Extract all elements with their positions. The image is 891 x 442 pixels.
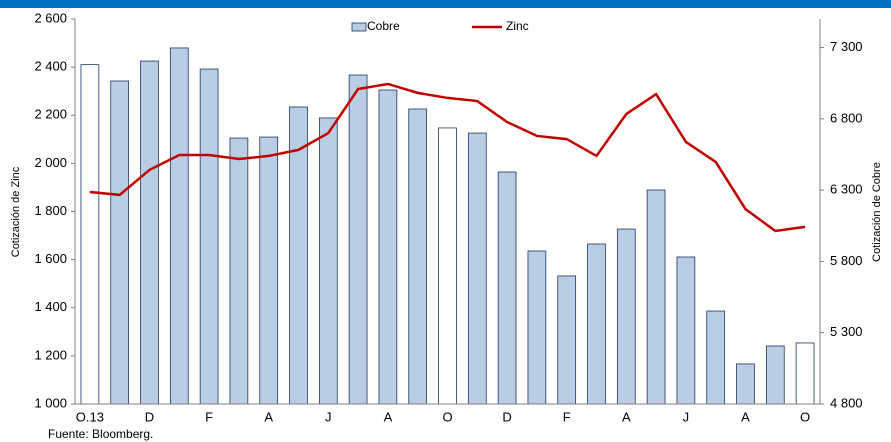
- y-tick-label: 2 000: [34, 155, 67, 170]
- y2-tick-label: 5 800: [830, 253, 863, 268]
- bar: [169, 47, 189, 405]
- y-axis-title: Cotización de Zinc: [10, 166, 22, 257]
- bar: [348, 74, 368, 405]
- x-tick-label: J: [325, 409, 332, 424]
- x-tick-label: A: [741, 409, 750, 424]
- legend-label: Cobre: [367, 19, 400, 33]
- y2-tick-label: 6 800: [830, 110, 863, 125]
- bar: [587, 243, 606, 405]
- y-tick-label: 1 600: [34, 251, 67, 266]
- bar: [616, 228, 636, 405]
- y-tick-label: 2 200: [34, 107, 67, 122]
- line: [89, 82, 806, 233]
- x-tick-label: A: [384, 409, 393, 424]
- bar: [408, 108, 428, 405]
- bar: [736, 363, 755, 405]
- bar: [199, 68, 219, 405]
- bar: [140, 60, 159, 405]
- bar: [676, 256, 696, 405]
- x-tick-label: J: [683, 409, 690, 424]
- bar: [438, 127, 457, 405]
- y-tick-label: 1 800: [34, 203, 67, 218]
- y2-tick-label: 5 300: [830, 324, 863, 339]
- x-tick-label: A: [622, 409, 631, 424]
- x-tick-label: O: [800, 409, 810, 424]
- x-tick-label: D: [502, 409, 511, 424]
- bar: [378, 89, 398, 405]
- bar: [80, 64, 100, 405]
- y-tick-label: 2 600: [34, 10, 67, 25]
- source: Fuente: Bloomberg.: [48, 427, 153, 441]
- bar: [795, 342, 815, 405]
- y-tick-label: 2 400: [34, 59, 67, 74]
- x-tick-label: A: [264, 409, 273, 424]
- bar: [765, 345, 785, 405]
- bar: [527, 250, 547, 405]
- x-tick-label: O.13: [76, 409, 104, 424]
- bar: [318, 117, 338, 405]
- y2-tick-label: 7 300: [830, 39, 863, 54]
- bar: [646, 189, 666, 405]
- x-tick-label: F: [563, 409, 571, 424]
- bar: [467, 132, 487, 405]
- top-band: [0, 0, 891, 8]
- bar: [259, 136, 279, 405]
- y2-tick-label: 6 300: [830, 182, 863, 197]
- y-tick-label: 1 400: [34, 299, 67, 314]
- bar: [229, 137, 249, 405]
- legend-swatch: [351, 22, 367, 32]
- bar: [557, 275, 577, 405]
- x-tick-label: D: [145, 409, 154, 424]
- bar: [497, 171, 517, 405]
- x-tick-label: F: [205, 409, 213, 424]
- y2-axis-title: Cotización de Cobre: [871, 162, 883, 262]
- y-tick-label: 1 000: [34, 395, 67, 410]
- bar: [706, 310, 726, 405]
- y-tick-label: 1 200: [34, 347, 67, 362]
- x-tick-label: O: [442, 409, 452, 424]
- legend-label: Zinc: [506, 19, 529, 33]
- bar: [110, 80, 130, 405]
- y2-tick-label: 4 800: [830, 395, 863, 410]
